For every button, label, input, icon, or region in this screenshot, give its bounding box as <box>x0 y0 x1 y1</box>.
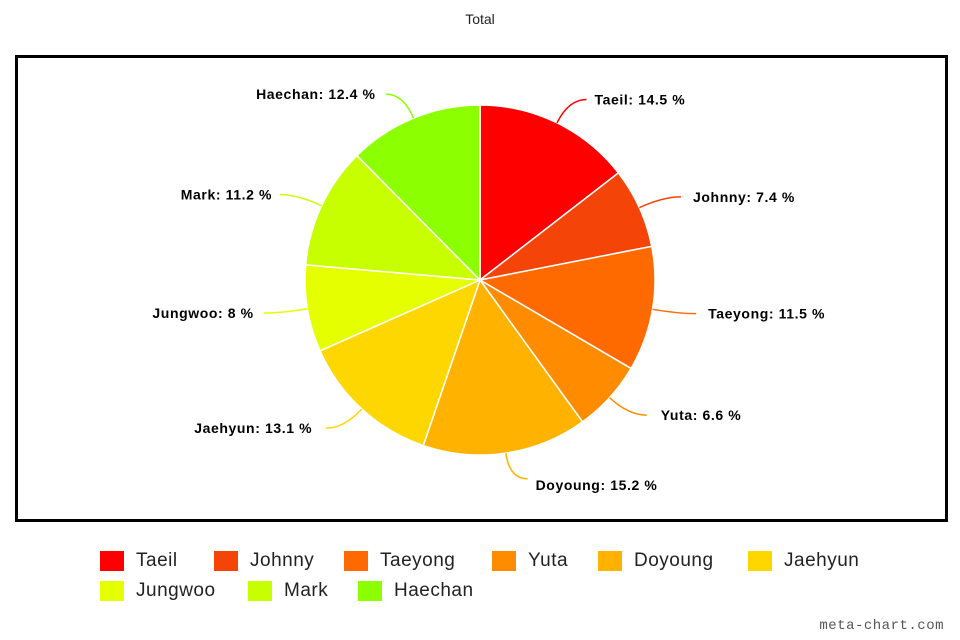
data-label-taeyong: Taeyong: 11.5 % <box>708 306 825 322</box>
label-connector-jungwoo <box>263 308 308 314</box>
pie-slice-doyoung[interactable] <box>422 278 584 456</box>
legend-item-jungwoo[interactable]: Jungwoo <box>100 576 216 606</box>
legend-swatch <box>100 581 124 601</box>
legend: Taeil Johnny Taeyong Yuta Doyoung Jaehyu… <box>100 546 900 606</box>
legend-label: Yuta <box>528 550 569 571</box>
label-connector-mark <box>280 193 322 207</box>
legend-label: Jungwoo <box>136 580 216 601</box>
legend-item-johnny[interactable]: Johnny <box>214 546 314 576</box>
legend-swatch <box>100 551 124 571</box>
watermark: meta-chart.com <box>819 618 944 634</box>
label-connector-taeil <box>556 98 587 124</box>
legend-swatch <box>248 581 272 601</box>
label-connector-yuta <box>609 397 647 416</box>
legend-item-doyoung[interactable]: Doyoung <box>598 546 714 576</box>
legend-swatch <box>358 581 382 601</box>
data-label-yuta: Yuta: 6.6 % <box>661 407 742 423</box>
label-connector-doyoung <box>505 452 528 480</box>
data-label-taeil: Taeil: 14.5 % <box>595 92 686 108</box>
plot-area-frame <box>15 55 948 522</box>
legend-swatch <box>748 551 772 571</box>
legend-row-2: Jungwoo Mark Haechan <box>100 576 900 606</box>
legend-swatch <box>214 551 238 571</box>
legend-item-mark[interactable]: Mark <box>248 576 328 606</box>
chart-title: Total <box>465 11 495 27</box>
legend-label: Taeyong <box>380 550 456 571</box>
data-label-johnny: Johnny: 7.4 % <box>693 189 795 205</box>
data-label-haechan: Haechan: 12.4 % <box>256 86 376 102</box>
legend-item-haechan[interactable]: Haechan <box>358 576 474 606</box>
legend-item-jaehyun[interactable]: Jaehyun <box>748 546 859 576</box>
label-connector-taeyong <box>652 308 697 315</box>
legend-swatch <box>344 551 368 571</box>
legend-swatch <box>598 551 622 571</box>
legend-swatch <box>492 551 516 571</box>
legend-label: Taeil <box>136 550 178 571</box>
legend-row-1: Taeil Johnny Taeyong Yuta Doyoung Jaehyu… <box>100 546 900 576</box>
pie-chart: Taeil: 14.5 % Johnny: 7.4 % Taeyong: 11.5 … <box>152 86 825 493</box>
pie-slice-taeyong[interactable] <box>477 245 656 370</box>
legend-label: Mark <box>284 580 329 601</box>
label-connector-jaehyun <box>326 408 363 429</box>
legend-item-yuta[interactable]: Yuta <box>492 546 568 576</box>
label-connector-haechan <box>385 93 415 119</box>
data-label-jaehyun: Jaehyun: 13.1 % <box>194 420 312 436</box>
legend-label: Doyoung <box>634 550 714 571</box>
legend-item-taeil[interactable]: Taeil <box>100 546 178 576</box>
data-label-jungwoo: Jungwoo: 8 % <box>152 305 253 321</box>
data-label-mark: Mark: 11.2 % <box>181 187 272 203</box>
legend-label: Jaehyun <box>784 550 860 571</box>
data-label-doyoung: Doyoung: 15.2 % <box>536 477 658 493</box>
pie-slice-haechan[interactable] <box>355 104 481 282</box>
label-connector-johnny <box>639 196 682 209</box>
pie-slice-taeil[interactable] <box>479 104 620 282</box>
legend-label: Haechan <box>394 580 474 601</box>
legend-label: Johnny <box>250 550 315 571</box>
legend-item-taeyong[interactable]: Taeyong <box>344 546 455 576</box>
